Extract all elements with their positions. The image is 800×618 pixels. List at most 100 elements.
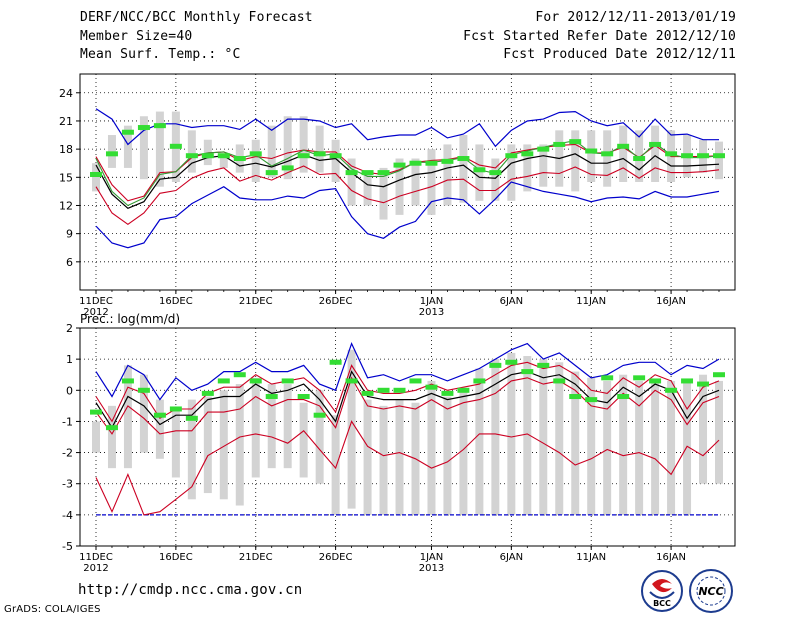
y-tick-label: 21 (59, 115, 73, 128)
observed-marker (233, 156, 246, 162)
ensemble-box (171, 408, 180, 478)
observed-marker (153, 412, 166, 418)
ensemble-box (411, 158, 420, 206)
observed-marker (425, 384, 438, 390)
logos: BCC NCC (641, 569, 733, 613)
ensemble-box (363, 172, 372, 206)
ensemble-box (683, 380, 692, 515)
observed-marker (537, 362, 550, 368)
y-tick-label: 0 (66, 384, 73, 397)
bcc-logo: BCC (641, 570, 683, 612)
ensemble-box (251, 139, 260, 182)
ensemble-box (523, 144, 532, 192)
x-tick-label: 6JAN (500, 552, 523, 563)
observed-marker (297, 153, 310, 159)
observed-marker (201, 390, 214, 396)
ensemble-box (92, 163, 100, 192)
variable-label: Mean Surf. Temp.: °C (80, 47, 241, 62)
x-tick-label: 21DEC (239, 296, 273, 307)
observed-marker (90, 171, 102, 177)
ensemble-box (219, 390, 228, 500)
x-tick-label: 11DEC (79, 296, 113, 307)
observed-marker (649, 141, 662, 147)
observed-marker (137, 387, 150, 393)
observed-marker (105, 425, 118, 431)
ensemble-box (571, 371, 580, 515)
observed-marker (169, 143, 182, 149)
ensemble-box (699, 374, 708, 484)
ensemble-box (427, 380, 436, 515)
observed-marker (457, 156, 470, 162)
ensemble-box (139, 116, 148, 180)
y-tick-label: -4 (62, 509, 73, 522)
observed-marker (297, 394, 310, 400)
observed-marker (569, 394, 582, 400)
observed-marker (713, 372, 725, 378)
source-url: http://cmdp.ncc.cma.gov.cn (78, 582, 303, 598)
ensemble-box (443, 144, 452, 206)
observed-marker (281, 165, 294, 171)
observed-marker (473, 167, 486, 173)
mean-line (95, 370, 720, 429)
observed-marker (361, 390, 374, 396)
y-tick-label: 6 (66, 256, 73, 269)
observed-marker (377, 170, 390, 176)
ensemble-box (315, 125, 324, 173)
x-tick-label: 1JAN (420, 552, 443, 563)
x-tick-label: 1JAN (420, 296, 443, 307)
max-line (95, 108, 719, 148)
member-size: Member Size=40 (80, 29, 193, 44)
observed-marker (697, 381, 710, 387)
ensemble-box (475, 368, 484, 515)
observed-marker (169, 406, 182, 412)
y-tick-label: 1 (66, 353, 73, 366)
max-line (95, 342, 720, 401)
observed-marker (665, 387, 678, 393)
mean_minus_std-line (95, 165, 720, 225)
ensemble-box (715, 141, 723, 180)
ensemble-box (123, 365, 132, 469)
ensemble-box (491, 359, 500, 515)
ensemble-box (555, 362, 564, 515)
ensemble-box (219, 153, 228, 168)
ensemble-box (299, 116, 308, 173)
observed-marker (681, 153, 694, 159)
observed-marker (553, 378, 566, 384)
observed-marker (633, 156, 646, 162)
observed-marker (473, 378, 486, 384)
observed-marker (681, 378, 694, 384)
started-date: Fcst Started Refer Date 2012/12/10 (463, 29, 736, 44)
y-tick-label: 2 (66, 322, 73, 335)
ensemble-box (251, 377, 260, 478)
observed-marker (233, 372, 246, 378)
y-tick-label: 15 (59, 171, 73, 184)
observed-marker (121, 129, 134, 135)
observed-marker (393, 387, 406, 393)
observed-marker (713, 153, 725, 159)
observed-marker (409, 160, 422, 166)
x-tick-label: 16JAN (656, 552, 686, 563)
x-tick-label: 11JAN (576, 296, 606, 307)
ensemble-box (331, 139, 340, 182)
ensemble-box (619, 125, 628, 182)
ensemble-box (539, 144, 548, 187)
ensemble-box (603, 380, 612, 515)
x-tick-label: 26DEC (319, 552, 353, 563)
observed-marker (217, 153, 230, 159)
observed-marker (249, 378, 262, 384)
ensemble-box (155, 399, 164, 459)
ensemble-box (92, 421, 100, 453)
x-tick-label: 6JAN (500, 296, 523, 307)
ensemble-box (507, 144, 516, 201)
observed-marker (121, 378, 134, 384)
observed-marker (665, 151, 678, 157)
observed-marker (361, 170, 374, 176)
observed-marker (537, 146, 550, 152)
observed-marker (521, 151, 534, 157)
observed-marker (329, 359, 342, 365)
observed-marker (601, 151, 614, 157)
observed-marker (585, 148, 598, 154)
